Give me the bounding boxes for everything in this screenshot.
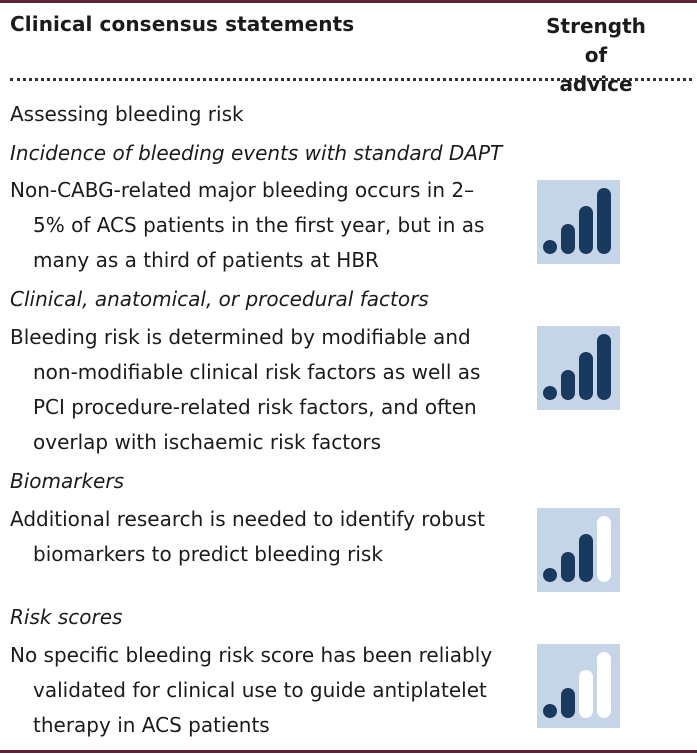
signal-strength-graphic <box>543 516 611 582</box>
strength-bar-filled <box>543 240 557 254</box>
strength-bar-filled <box>579 206 593 254</box>
strength-bar-filled <box>561 688 575 718</box>
strength-bar-filled <box>561 370 575 400</box>
strength-bar-filled <box>579 352 593 400</box>
topic-subheading: Incidence of bleeding events with standa… <box>10 141 503 165</box>
section-heading: Assessing bleeding risk <box>10 102 244 126</box>
statement: Additional research is needed to identif… <box>10 502 520 572</box>
strength-bar-empty <box>579 670 593 718</box>
strength-bar-filled <box>543 568 557 582</box>
strength-bar-filled <box>579 534 593 582</box>
statement-line: biomarkers to predict bleeding risk <box>33 542 383 566</box>
topic-subheading: Risk scores <box>10 605 123 629</box>
strength-bar-filled <box>561 552 575 582</box>
strength-bar-filled <box>543 704 557 718</box>
column-header-statements: Clinical consensus statements <box>10 12 355 36</box>
topic-subheading: Clinical, anatomical, or procedural fact… <box>10 287 429 311</box>
statement: Bleeding risk is determined by modifiabl… <box>10 320 520 460</box>
statement-line: No specific bleeding risk score has been… <box>10 643 493 667</box>
signal-strength-graphic <box>543 188 611 254</box>
strength-bar-filled <box>597 334 611 400</box>
header-divider <box>10 78 692 81</box>
table-header: Clinical consensus statements Strength o… <box>0 3 697 96</box>
strength-bar-empty <box>597 516 611 582</box>
signal-strength-icon <box>537 508 620 592</box>
statement-line: Bleeding risk is determined by modifiabl… <box>10 325 471 349</box>
strength-bar-empty <box>597 652 611 718</box>
signal-strength-icon <box>537 644 620 728</box>
statement-line: many as a third of patients at HBR <box>33 248 379 272</box>
signal-strength-icon <box>537 326 620 410</box>
signal-strength-graphic <box>543 652 611 718</box>
strength-bar-filled <box>543 386 557 400</box>
signal-strength-graphic <box>543 334 611 400</box>
statement: Non-CABG-related major bleeding occurs i… <box>10 173 520 278</box>
statement-line: PCI procedure-related risk factors, and … <box>33 395 477 419</box>
topic-subheading: Biomarkers <box>10 469 125 493</box>
strength-header-line-2: advice <box>559 72 633 96</box>
column-header-strength: Strength of advice <box>541 12 651 99</box>
statement-line: 5% of ACS patients in the first year, bu… <box>33 213 485 237</box>
statement-line: Non-CABG-related major bleeding occurs i… <box>10 178 475 202</box>
strength-bar-filled <box>597 188 611 254</box>
signal-strength-icon <box>537 180 620 264</box>
strength-bar-filled <box>561 224 575 254</box>
statement: No specific bleeding risk score has been… <box>10 638 520 743</box>
statement-line: validated for clinical use to guide anti… <box>33 678 487 702</box>
statement-line: non-modifiable clinical risk factors as … <box>33 360 481 384</box>
strength-header-line-1: Strength of <box>546 14 646 67</box>
statement-line: overlap with ischaemic risk factors <box>33 430 382 454</box>
statement-line: therapy in ACS patients <box>33 713 270 737</box>
statement-line: Additional research is needed to identif… <box>10 507 485 531</box>
